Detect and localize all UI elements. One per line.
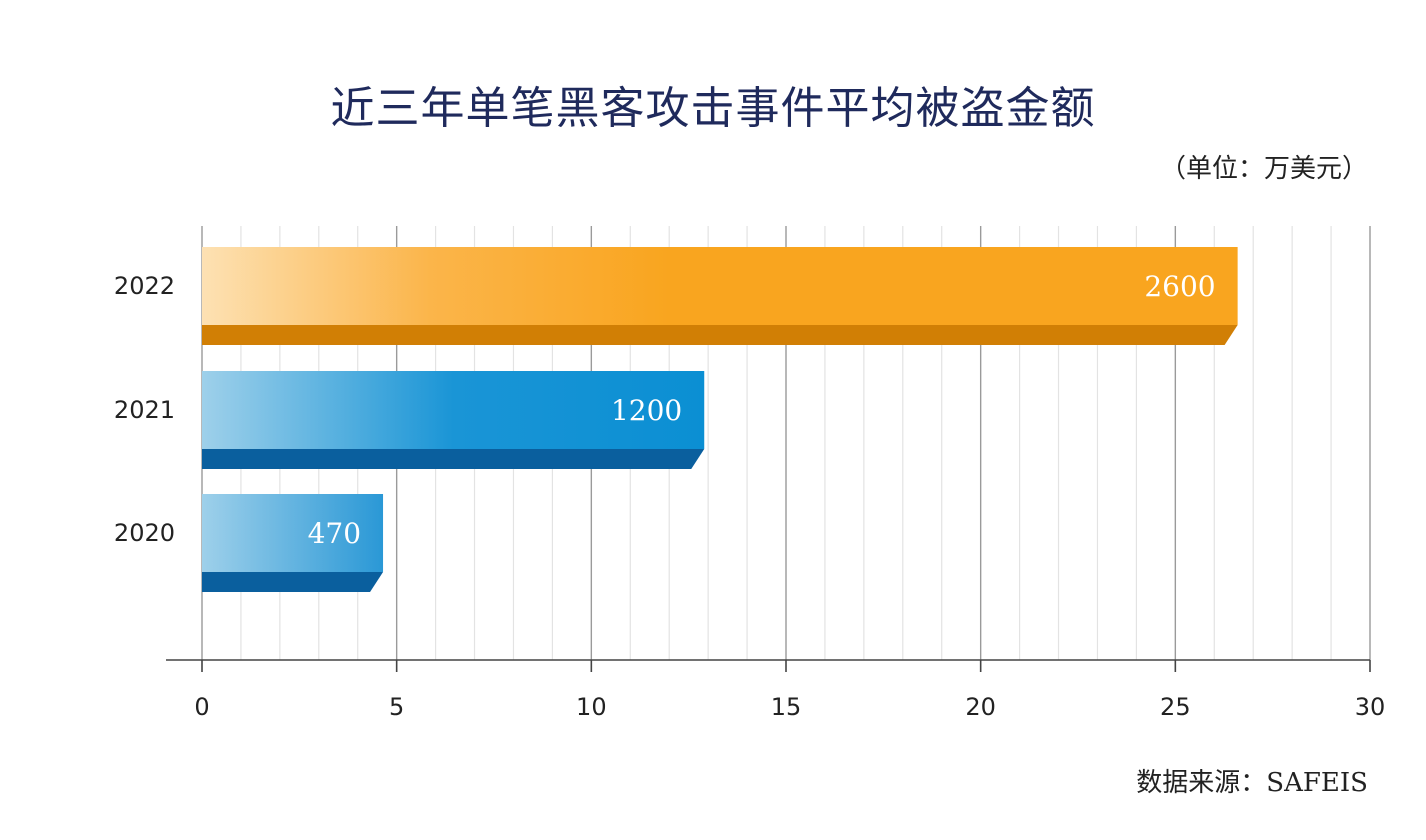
x-tick-label: 5: [389, 693, 404, 721]
x-tick-label: 25: [1160, 693, 1191, 721]
unit-label: （单位：万美元）: [1159, 154, 1368, 184]
x-tick-label: 20: [965, 693, 996, 721]
bars: 2600 1200 470: [202, 247, 1238, 592]
value-label-2021: 1200: [611, 394, 682, 427]
bar-2020: [202, 494, 384, 572]
bar-edge-2022: [202, 325, 1238, 345]
category-label-2020: 2020: [114, 519, 175, 547]
bar-2021: [202, 371, 705, 449]
bar-2022: [202, 247, 1238, 325]
category-label-2022: 2022: [114, 272, 175, 300]
x-axis: 0 5 10 15 20 25 30: [166, 659, 1386, 721]
x-tick-label: 15: [771, 693, 802, 721]
source-label: 数据来源：SAFEIS: [1136, 768, 1368, 798]
x-tick-label: 0: [194, 693, 209, 721]
value-label-2020: 470: [308, 517, 361, 550]
bar-edge-2021: [202, 449, 705, 469]
x-tick-label: 30: [1355, 693, 1386, 721]
value-label-2022: 2600: [1144, 270, 1215, 303]
chart-title: 近三年单笔黑客攻击事件平均被盗金额: [330, 83, 1096, 134]
x-tick-label: 10: [576, 693, 607, 721]
bar-edge-2020: [202, 572, 384, 592]
category-label-2021: 2021: [114, 396, 175, 424]
category-labels: 2022 2021 2020: [114, 272, 175, 547]
